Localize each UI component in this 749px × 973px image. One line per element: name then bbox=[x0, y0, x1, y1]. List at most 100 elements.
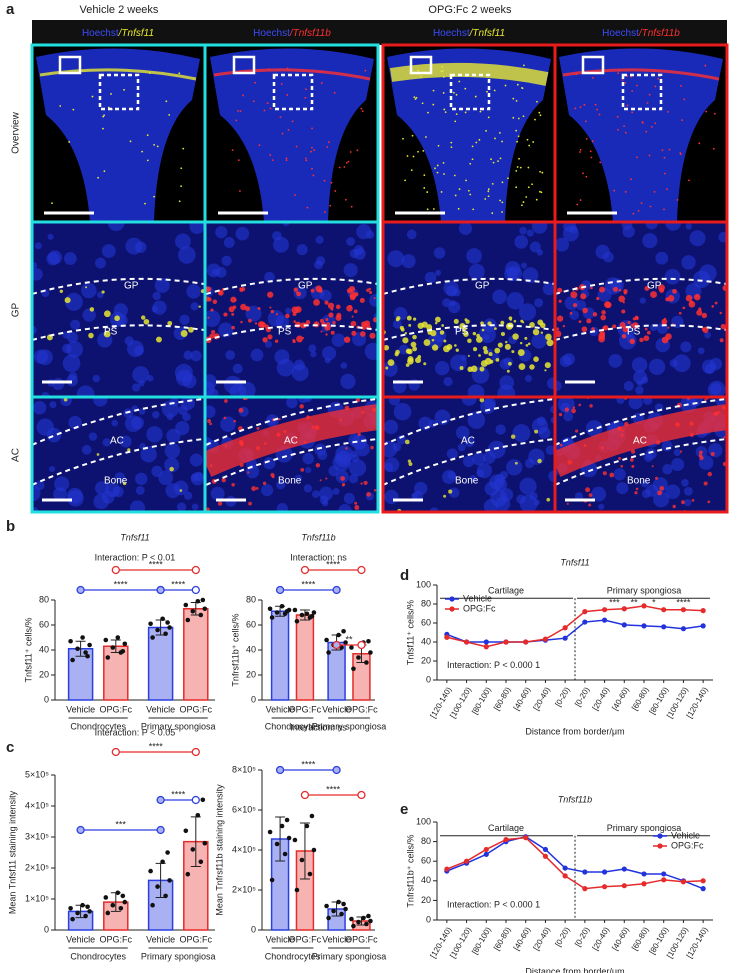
nucleus bbox=[499, 488, 514, 502]
nucleus bbox=[672, 354, 691, 373]
stain-dot bbox=[546, 339, 554, 347]
data-point bbox=[198, 859, 204, 865]
stain-dot bbox=[624, 191, 627, 193]
stain-dot bbox=[258, 144, 261, 147]
stain-dot bbox=[580, 293, 587, 300]
stain-dot bbox=[293, 287, 298, 292]
stain-dot bbox=[540, 322, 546, 329]
nucleus bbox=[531, 222, 548, 234]
line-marker bbox=[562, 635, 568, 641]
stain-dot bbox=[270, 309, 274, 314]
nucleus bbox=[158, 470, 174, 486]
nucleus bbox=[569, 225, 578, 234]
data-point bbox=[368, 918, 373, 924]
nucleus bbox=[519, 226, 527, 235]
stain-dot bbox=[343, 336, 351, 343]
stain-dot bbox=[457, 207, 460, 210]
boundary bbox=[555, 438, 727, 486]
stain-dot bbox=[465, 179, 467, 182]
stain-dot bbox=[320, 330, 323, 333]
stain-dot bbox=[515, 129, 518, 132]
y-tick-label: 80 bbox=[421, 598, 431, 608]
stain-dot bbox=[360, 331, 366, 337]
stain-dot bbox=[707, 500, 711, 504]
nucleus bbox=[81, 282, 97, 299]
stain-dot bbox=[491, 212, 494, 215]
stain-dot bbox=[281, 132, 284, 135]
nucleus bbox=[548, 470, 555, 482]
stain-dot bbox=[270, 472, 275, 478]
stain-dot bbox=[287, 128, 290, 131]
stain-dot bbox=[340, 476, 345, 481]
stain-dot bbox=[535, 198, 538, 201]
stain-dot bbox=[685, 294, 693, 302]
x-tick-label: OPG:Fc bbox=[100, 934, 133, 944]
nucleus bbox=[353, 248, 366, 260]
stain-dot bbox=[596, 108, 598, 111]
stain-dot bbox=[516, 140, 519, 143]
error-bar bbox=[299, 822, 310, 880]
stain-dot bbox=[233, 419, 237, 423]
data-point bbox=[361, 915, 366, 921]
stain-dot bbox=[618, 69, 621, 72]
data-point bbox=[364, 921, 369, 927]
stain-dot bbox=[663, 208, 665, 211]
nucleus bbox=[708, 443, 723, 458]
stain-dot bbox=[532, 141, 535, 143]
significance-label: *** bbox=[609, 597, 620, 607]
stain-dot bbox=[415, 357, 422, 364]
line-marker bbox=[661, 624, 667, 630]
y-axis-label: Tnfrsf11b⁺ cells/% bbox=[405, 834, 415, 907]
nucleus bbox=[210, 486, 225, 501]
stain-dot bbox=[356, 149, 359, 152]
stain-dot bbox=[591, 140, 594, 143]
stain-dot bbox=[436, 164, 439, 167]
data-point bbox=[155, 884, 160, 889]
stain-dot bbox=[412, 334, 417, 340]
region-label: AC bbox=[284, 436, 298, 447]
stain-band bbox=[389, 62, 549, 86]
nucleus bbox=[642, 397, 653, 405]
stain-dot bbox=[442, 92, 445, 94]
nucleus bbox=[123, 408, 134, 419]
stain-dot bbox=[256, 446, 261, 451]
stain-dot bbox=[486, 90, 488, 93]
stain-dot bbox=[694, 293, 701, 301]
data-point bbox=[183, 828, 189, 834]
line-marker bbox=[680, 626, 687, 632]
line-marker bbox=[641, 881, 647, 887]
line-marker bbox=[641, 603, 647, 609]
nucleus bbox=[264, 271, 275, 283]
nucleus bbox=[140, 446, 157, 463]
nucleus bbox=[628, 397, 643, 410]
stain-dot bbox=[412, 155, 415, 158]
stain-dot bbox=[350, 320, 357, 327]
stain-dot bbox=[531, 183, 534, 186]
stain-dot bbox=[188, 326, 194, 333]
stain-dot bbox=[156, 145, 159, 148]
stain-dot bbox=[103, 330, 111, 338]
chart-title: Tnfsf11b bbox=[558, 794, 592, 804]
y-tick-label: 4×10⁵ bbox=[232, 844, 256, 854]
region-label: Cartilage bbox=[488, 823, 524, 833]
data-point bbox=[110, 902, 116, 908]
stain-dot bbox=[357, 432, 361, 436]
nucleus bbox=[518, 303, 537, 321]
stain-dot bbox=[487, 188, 490, 191]
stain-dot bbox=[430, 329, 437, 337]
stain-dot bbox=[458, 188, 461, 191]
stain-dot bbox=[323, 179, 326, 182]
stain-dot bbox=[369, 332, 376, 339]
stain-dot bbox=[264, 442, 267, 445]
stain-dot bbox=[485, 129, 487, 132]
boundary bbox=[555, 324, 727, 341]
stain-dot bbox=[632, 212, 635, 215]
nucleus bbox=[62, 343, 72, 354]
x-tick-label: [60-80) bbox=[492, 685, 513, 712]
stain-dot bbox=[522, 201, 525, 203]
stain-dot bbox=[230, 296, 237, 303]
line-marker bbox=[444, 866, 450, 872]
y-tick-label: 60 bbox=[39, 619, 49, 629]
stain-dot bbox=[217, 501, 223, 506]
stain-dot bbox=[364, 320, 371, 327]
